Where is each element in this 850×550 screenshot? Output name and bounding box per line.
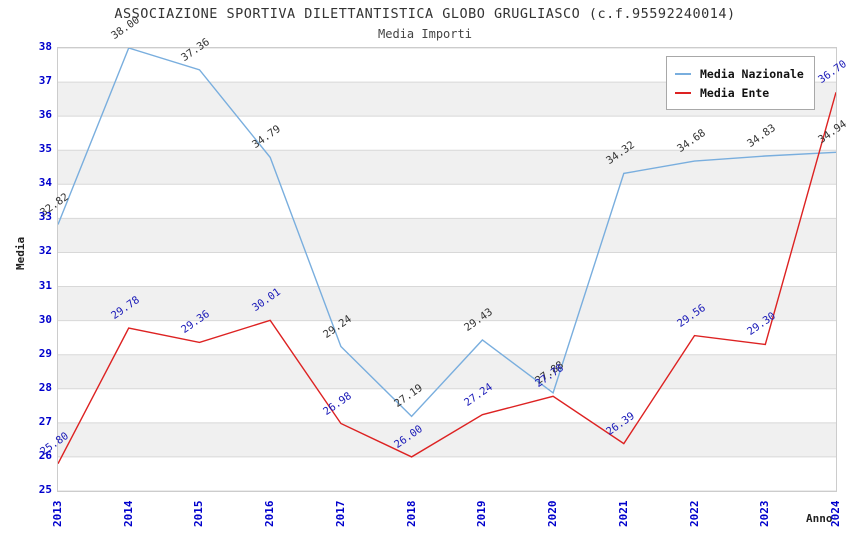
plot-band	[58, 388, 836, 423]
plot-band	[58, 422, 836, 457]
x-tick-label: 2023	[758, 500, 772, 528]
y-tick-label: 26	[38, 448, 52, 462]
legend: Media Nazionale Media Ente	[666, 56, 815, 110]
series-line-media-nazionale	[58, 48, 836, 418]
legend-line-swatch-red	[675, 91, 691, 94]
x-tick-label: 2024	[829, 500, 842, 528]
plot-band	[58, 354, 836, 389]
x-tick-label: 2019	[475, 500, 489, 528]
y-tick-label: 37	[38, 74, 52, 88]
legend-label: Media Nazionale	[700, 66, 804, 81]
y-tick-label: 31	[38, 278, 52, 292]
x-tick-label: 2022	[687, 500, 701, 528]
x-tick-label: 2014	[121, 500, 135, 528]
legend-label: Media Ente	[700, 85, 770, 100]
y-tick-label: 29	[38, 346, 52, 360]
plot-band	[58, 116, 836, 151]
legend-line-swatch-blue	[675, 72, 691, 75]
x-axis-title: Anno	[806, 512, 833, 525]
plot-band	[58, 456, 836, 491]
x-tick-label: 2020	[546, 500, 560, 528]
y-tick-label: 35	[38, 142, 52, 156]
y-tick-label: 28	[38, 380, 52, 394]
series-line-media-ente	[58, 92, 836, 465]
y-tick-label: 38	[38, 40, 52, 53]
y-tick-label: 32	[38, 244, 52, 258]
y-tick-label: 27	[38, 414, 52, 428]
x-tick-label: 2018	[404, 500, 418, 528]
chart-subtitle: Media Importi	[378, 27, 472, 41]
x-tick-label: 2015	[192, 500, 206, 528]
plot-band	[58, 286, 836, 321]
legend-item-media-nazionale: Media Nazionale	[675, 64, 804, 83]
x-tick-label: 2013	[51, 500, 64, 528]
y-tick-label: 25	[38, 483, 52, 496]
y-tick-label: 30	[38, 312, 52, 326]
plot-band	[58, 218, 836, 253]
x-tick-label: 2016	[263, 500, 277, 528]
y-tick-label: 36	[38, 108, 52, 122]
legend-item-media-ente: Media Ente	[675, 83, 804, 102]
x-tick-label: 2017	[333, 500, 347, 528]
y-tick-label: 34	[38, 176, 52, 190]
plot-svg	[58, 48, 836, 491]
plot-band	[58, 252, 836, 287]
plot-band	[58, 184, 836, 219]
chart-title: ASSOCIAZIONE SPORTIVA DILETTANTISTICA GL…	[114, 6, 736, 22]
plot-area	[57, 47, 837, 492]
x-tick-label: 2021	[616, 500, 630, 528]
y-tick-label: 33	[38, 210, 52, 224]
plot-band	[58, 150, 836, 185]
